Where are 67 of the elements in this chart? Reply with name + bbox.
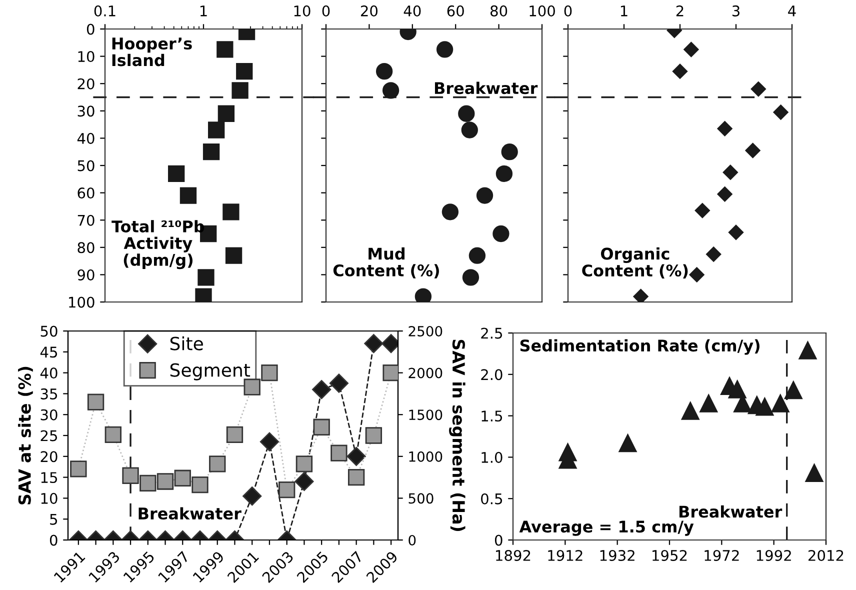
y2-axis-title: SAV in segment (Ha) [449,340,466,531]
y2-tick-label: 2500 [408,326,442,336]
y-tick-label: 30 [78,106,94,117]
annotation: Average = 1.5 cm/y [519,520,694,536]
annotation: Sedimentation Rate (cm/y) [520,339,760,355]
x-tick-label: 0 [322,5,330,16]
y-tick-label: 2.5 [481,328,502,339]
x-tick-label: 40 [404,5,421,16]
y-tick-label: 2.0 [481,369,502,380]
y-tick-label: 60 [78,188,94,199]
y2-tick-label: 2000 [408,368,442,378]
y-tick-label: 30 [40,409,58,420]
y-tick-label: 10 [78,51,94,62]
x-tick-label: 2012 [808,550,844,562]
y2-tick-label: 1500 [409,410,442,420]
annotation: Mud Content (%) [333,247,439,278]
x-tick-label: 20 [360,5,378,16]
legend-label: Site [170,336,203,350]
y-tick-label: 70 [78,214,94,226]
annotation: Organic Content (%) [582,247,688,278]
x-tick-label: 2 [676,5,684,16]
x-tick-label: 3 [732,5,740,16]
y-tick-label: 0 [50,534,58,546]
x-tick-label: 1932 [600,550,634,562]
legend-label: Segment [170,363,250,380]
y-tick-label: 50 [40,326,58,337]
x-tick-label: 10 [294,5,310,16]
y-tick-label: 0 [494,534,502,546]
y-tick-label: 35 [40,388,58,400]
y-tick-label: 50 [78,160,94,172]
ref-line-label: Breakwater [434,82,538,94]
x-tick-label: 4 [788,6,796,16]
x-tick-label: 1992 [756,550,791,562]
y2-tick-label: 500 [408,493,434,504]
y-tick-label: 1.0 [482,452,502,463]
x-tick-label: 1 [620,6,628,16]
ref-line-label: Breakwater [679,505,782,518]
x-tick-label: 1892 [496,550,530,562]
y-axis-title: SAV at site (%) [18,366,33,504]
y-tick-label: 20 [40,451,58,462]
y2-tick-label: 1000 [409,451,442,462]
x-tick-label: 0 [564,5,572,16]
x-tick-label: 0.1 [94,5,116,16]
y-tick-label: 25 [40,430,58,442]
x-tick-label: 1 [200,6,207,16]
y-tick-label: 80 [78,242,94,254]
x-tick-label: 100 [530,5,555,16]
x-tick-label: 1952 [652,550,687,562]
y-tick-label: 0.5 [481,493,502,504]
y-tick-label: 90 [78,269,94,280]
x-tick-label: 1972 [704,550,739,562]
annotation: Hooper’s Island [112,38,192,66]
y-tick-label: 45 [40,346,58,358]
y-tick-label: 100 [69,296,94,308]
y-tick-label: 1.5 [482,410,502,422]
y-tick-label: 5 [50,514,58,525]
annotation: Total ²¹⁰Pb Activity (dpm/g) [112,220,204,270]
y-tick-label: 10 [41,492,58,504]
y-tick-label: 20 [78,78,94,90]
y-tick-label: 40 [77,132,94,144]
x-tick-label: 60 [447,5,464,16]
y-tick-label: 0 [86,24,94,35]
x-tick-label: 1912 [548,550,582,562]
ref-line-label: Breakwater [138,507,242,520]
y2-tick-label: 0 [408,534,416,546]
y-tick-label: 15 [41,472,58,484]
y-tick-label: 40 [40,368,58,379]
